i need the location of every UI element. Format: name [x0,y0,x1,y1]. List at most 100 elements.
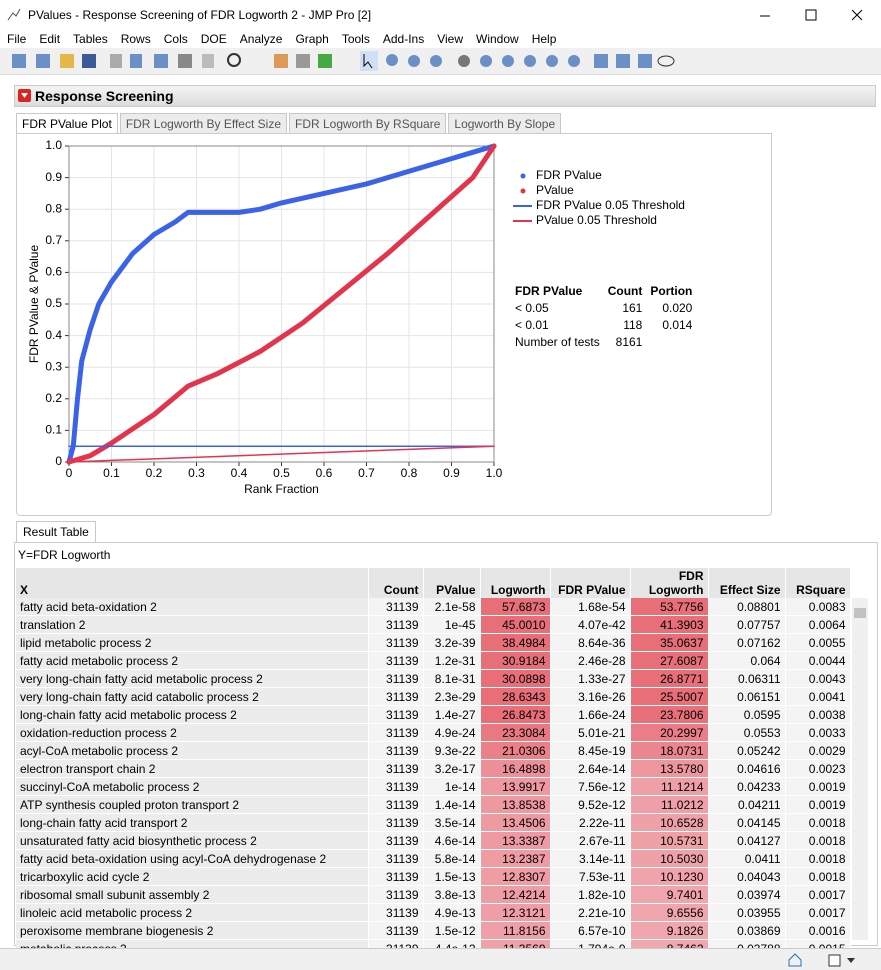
result-table: XCountPValueLogworthFDR PValueFDR Logwor… [16,568,851,958]
result-cell: 25.5007 [630,688,708,706]
result-row[interactable]: very long-chain fatty acid catabolic pro… [16,688,850,706]
column-header[interactable]: FDR Logworth [630,568,708,598]
row-label: very long-chain fatty acid catabolic pro… [16,688,368,706]
report-header[interactable]: Response Screening [14,85,876,107]
result-cell: 2.1e-58 [423,598,480,616]
result-cell: 28.6343 [480,688,550,706]
y-tick-label: 0.6 [45,265,62,279]
result-cell: 0.0018 [785,832,850,850]
menu-item[interactable]: Analyze [233,30,289,48]
menu-item[interactable]: DOE [194,30,233,48]
menu-item[interactable]: Window [469,30,525,48]
menu-item[interactable]: Help [525,30,563,48]
y-tick-label: 0.1 [45,423,62,437]
result-cell: 1.2e-31 [423,652,480,670]
tab[interactable]: FDR Logworth By Effect Size [120,113,287,134]
tab[interactable]: FDR Logworth By RSquare [289,113,446,134]
result-row[interactable]: ribosomal small subunit assembly 2311393… [16,886,850,904]
result-row[interactable]: lipid metabolic process 2311393.2e-3938.… [16,634,850,652]
result-row[interactable]: succinyl-CoA metabolic process 2311391e-… [16,778,850,796]
row-label: fatty acid metabolic process 2 [16,652,368,670]
menu-item[interactable]: Add-Ins [376,30,430,48]
result-cell: 0.0043 [785,670,850,688]
result-row[interactable]: very long-chain fatty acid metabolic pro… [16,670,850,688]
result-cell: 31139 [368,904,423,922]
result-row[interactable]: fatty acid metabolic process 2311391.2e-… [16,652,850,670]
result-cell: 10.5030 [630,850,708,868]
result-cell: 0.0018 [785,850,850,868]
result-row[interactable]: acyl-CoA metabolic process 2311399.3e-22… [16,742,850,760]
x-tick-label: 0.8 [401,466,418,480]
status-bar [0,948,881,970]
menu-item[interactable]: Tools [335,30,376,48]
result-cell: 1.4e-27 [423,706,480,724]
status-icons[interactable] [785,952,865,968]
result-cell: 4.9e-24 [423,724,480,742]
column-header[interactable]: Effect Size [708,568,785,598]
result-tab[interactable]: Result Table [16,521,96,542]
result-row[interactable]: linoleic acid metabolic process 2311394.… [16,904,850,922]
menu-item[interactable]: Graph [288,30,334,48]
app-icon [6,7,22,23]
result-cell: 26.8473 [480,706,550,724]
result-cell: 4.9e-13 [423,904,480,922]
column-header[interactable]: X [16,568,368,598]
scrollbar[interactable] [852,598,868,940]
result-row[interactable]: ATP synthesis coupled proton transport 2… [16,796,850,814]
result-cell: 31139 [368,724,423,742]
result-cell: 23.3084 [480,724,550,742]
result-cell: 0.0033 [785,724,850,742]
column-header[interactable]: Logworth [480,568,550,598]
result-cell: 0.04616 [708,760,785,778]
menu-item[interactable]: File [0,30,32,48]
result-row[interactable]: oxidation-reduction process 2311394.9e-2… [16,724,850,742]
menu-item[interactable]: Edit [32,30,66,48]
summary-column-header: Count [604,282,647,299]
tab[interactable]: Logworth By Slope [448,113,561,134]
column-header[interactable]: PValue [423,568,480,598]
y-tick-label: 0 [55,454,62,468]
column-header[interactable]: Count [368,568,423,598]
summary-table: FDR PValueCountPortion< 0.051610.020< 0.… [511,282,696,350]
result-cell: 31139 [368,850,423,868]
x-tick-label: 0.5 [273,466,290,480]
result-cell: 0.03974 [708,886,785,904]
result-row[interactable]: electron transport chain 2311393.2e-1716… [16,760,850,778]
column-header[interactable]: RSquare [785,568,850,598]
summary-cell: 161 [604,299,647,316]
result-cell: 5.8e-14 [423,850,480,868]
row-label: lipid metabolic process 2 [16,634,368,652]
column-header[interactable]: FDR PValue [550,568,630,598]
disclosure-icon[interactable] [18,89,32,103]
result-cell: 0.06311 [708,670,785,688]
result-cell: 0.0018 [785,814,850,832]
result-row[interactable]: fatty acid beta-oxidation using acyl-CoA… [16,850,850,868]
result-cell: 31139 [368,814,423,832]
menu-item[interactable]: Cols [157,30,194,48]
result-cell: 12.3121 [480,904,550,922]
result-row[interactable]: long-chain fatty acid metabolic process … [16,706,850,724]
result-cell: 31139 [368,670,423,688]
toolbar-icons[interactable] [0,48,700,74]
result-cell: 26.8771 [630,670,708,688]
tab[interactable]: FDR PValue Plot [16,113,118,134]
result-row[interactable]: tricarboxylic acid cycle 2311391.5e-1312… [16,868,850,886]
row-label: peroxisome membrane biogenesis 2 [16,922,368,940]
window-controls[interactable] [760,8,870,24]
result-cell: 38.4984 [480,634,550,652]
menu-item[interactable]: Tables [66,30,114,48]
menu-item[interactable]: Rows [114,30,157,48]
result-row[interactable]: translation 2311391e-4545.00104.07e-4241… [16,616,850,634]
result-row[interactable]: fatty acid beta-oxidation 2311392.1e-585… [16,598,850,616]
result-cell: 31139 [368,706,423,724]
result-row[interactable]: long-chain fatty acid transport 2311393.… [16,814,850,832]
result-cell: 3.8e-13 [423,886,480,904]
result-cell: 0.06151 [708,688,785,706]
result-row[interactable]: peroxisome membrane biogenesis 2311391.5… [16,922,850,940]
y-tick-label: 0.4 [45,328,62,342]
legend-label: PValue 0.05 Threshold [536,213,657,227]
result-cell: 13.9917 [480,778,550,796]
result-row[interactable]: unsaturated fatty acid biosynthetic proc… [16,832,850,850]
menu-item[interactable]: View [430,30,469,48]
